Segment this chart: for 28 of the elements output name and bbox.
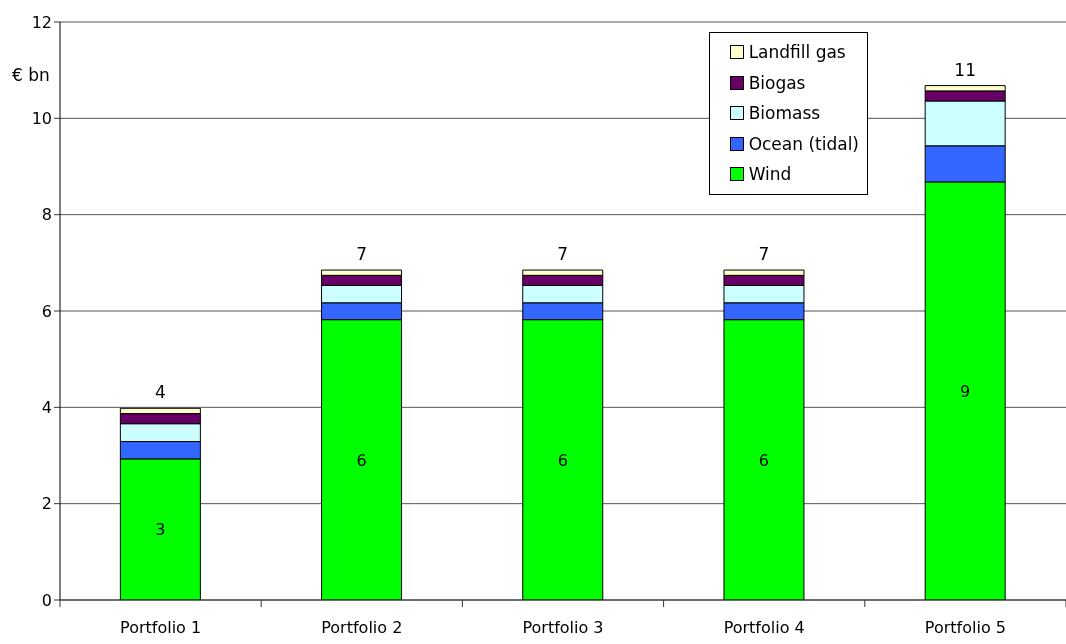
legend-label: Biomass [748, 103, 821, 124]
total-label: 7 [557, 244, 569, 265]
y-tick-label: 8 [41, 205, 52, 225]
legend-label: Wind [748, 164, 792, 185]
total-label: 4 [154, 382, 166, 403]
legend-label: Landfill gas [748, 42, 846, 63]
legend-label: Biogas [748, 72, 806, 93]
y-tick-label: 12 [31, 12, 52, 32]
data-label: 9 [960, 381, 971, 401]
x-tick-label: Portfolio 5 [924, 618, 1006, 637]
data-label: 6 [557, 450, 568, 470]
x-tick-label: Portfolio 4 [723, 618, 805, 637]
data-label: 3 [155, 520, 166, 540]
x-tick-label: Portfolio 2 [321, 618, 403, 637]
y-tick-label: 10 [31, 109, 52, 129]
y-axis-title: € bn [10, 63, 52, 87]
total-label: 7 [356, 244, 367, 265]
data-label: 6 [356, 450, 367, 470]
total-label: 7 [758, 244, 770, 265]
y-tick-label: 2 [41, 494, 52, 514]
y-tick-label: 6 [41, 301, 52, 321]
y-tick-label: 0 [41, 590, 52, 610]
total-label: 11 [954, 59, 976, 80]
legend-label: Ocean (tidal) [748, 133, 859, 154]
x-tick-label: Portfolio 3 [522, 618, 604, 637]
y-tick-label: 4 [41, 398, 52, 418]
x-tick-label: Portfolio 1 [120, 618, 202, 637]
data-label: 6 [758, 450, 770, 470]
